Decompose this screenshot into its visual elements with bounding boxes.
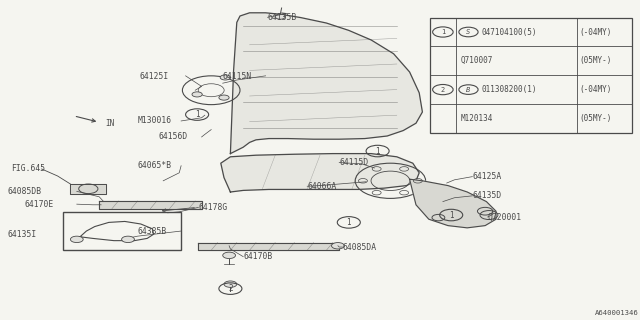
Circle shape <box>275 14 285 19</box>
Text: 1: 1 <box>375 147 380 156</box>
Polygon shape <box>99 201 202 209</box>
Text: 64135D: 64135D <box>472 191 502 200</box>
Text: M120134: M120134 <box>461 114 493 123</box>
Polygon shape <box>70 184 106 194</box>
Circle shape <box>332 243 344 249</box>
Circle shape <box>224 281 237 287</box>
Text: M130016: M130016 <box>138 116 172 125</box>
Text: B: B <box>467 87 470 92</box>
Polygon shape <box>198 243 339 250</box>
Polygon shape <box>230 13 422 154</box>
Text: A640001346: A640001346 <box>595 310 639 316</box>
Circle shape <box>122 236 134 243</box>
Text: 64115D: 64115D <box>339 158 369 167</box>
Circle shape <box>219 95 229 100</box>
Text: 64066A: 64066A <box>307 182 337 191</box>
Text: 64085DA: 64085DA <box>342 243 376 252</box>
Text: 64385B: 64385B <box>138 227 167 236</box>
Circle shape <box>70 236 83 243</box>
Text: 64065*B: 64065*B <box>138 161 172 170</box>
Text: 64156D: 64156D <box>158 132 188 141</box>
Text: 1: 1 <box>195 110 200 119</box>
Text: 64135I: 64135I <box>8 230 37 239</box>
Text: 64170B: 64170B <box>243 252 273 261</box>
Text: (05MY-): (05MY-) <box>580 114 612 123</box>
Text: Q720001: Q720001 <box>488 212 522 221</box>
Circle shape <box>223 252 236 259</box>
Text: FIG.645: FIG.645 <box>12 164 45 173</box>
Text: 64170E: 64170E <box>24 200 54 209</box>
Text: (-04MY): (-04MY) <box>580 85 612 94</box>
Text: 011308200(1): 011308200(1) <box>481 85 537 94</box>
Polygon shape <box>221 154 419 192</box>
Circle shape <box>192 92 202 97</box>
Bar <box>430 18 632 133</box>
Circle shape <box>220 75 230 80</box>
Text: 1: 1 <box>449 211 454 220</box>
Text: 047104100(5): 047104100(5) <box>481 28 537 36</box>
Text: IN: IN <box>106 119 115 128</box>
Text: Q710007: Q710007 <box>461 56 493 65</box>
Text: 64125I: 64125I <box>140 72 169 81</box>
Text: 64135B: 64135B <box>268 13 297 22</box>
Text: S: S <box>467 29 470 35</box>
Text: 64115N: 64115N <box>223 72 252 81</box>
Text: 1: 1 <box>346 218 351 227</box>
Bar <box>63 212 181 250</box>
Text: 64178G: 64178G <box>198 203 228 212</box>
Text: 64125A: 64125A <box>472 172 502 181</box>
Text: (05MY-): (05MY-) <box>580 56 612 65</box>
Text: 2: 2 <box>228 284 233 293</box>
Polygon shape <box>410 179 496 228</box>
Text: 64085DB: 64085DB <box>8 187 42 196</box>
Text: 1: 1 <box>441 29 445 35</box>
Text: 2: 2 <box>441 87 445 92</box>
Text: (-04MY): (-04MY) <box>580 28 612 36</box>
